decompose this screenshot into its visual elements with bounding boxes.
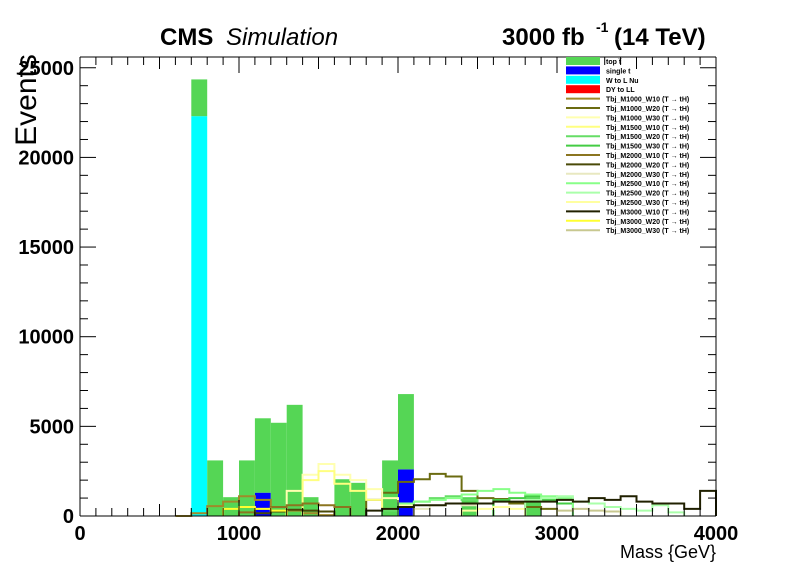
signal-tbj-m1000-w30-t-th [285, 463, 415, 516]
bar-top-t [254, 418, 271, 493]
energy-label: (14 TeV) [614, 24, 706, 51]
x-tick-label: 0 [74, 523, 85, 545]
simulation-label: Simulation [226, 24, 338, 51]
legend-label-tbj-m2500-w10-t-th: Tbj_M2500_W10 (T → tH) [606, 181, 689, 188]
legend-label-tbj-m1500-w30-t-th: Tbj_M1500_W30 (T → tH) [606, 144, 689, 151]
legend-label-tbj-m2500-w20-t-th: Tbj_M2500_W20 (T → tH) [606, 191, 689, 198]
bar-single-t [398, 469, 414, 516]
legend-swatch-single-t [566, 66, 600, 75]
bar-top-t [334, 479, 351, 516]
bar-single-t [254, 492, 271, 516]
x-tick-label: 1000 [217, 523, 262, 545]
legend-label-single-t: single t [606, 68, 631, 75]
legend-label-tbj-m1500-w20-t-th: Tbj_M1500_W20 (T → tH) [606, 134, 689, 141]
y-tick-label: 10000 [18, 327, 74, 349]
lumi-value: 3000 fb [502, 24, 585, 51]
x-tick-label: 3000 [535, 523, 580, 545]
legend-label-tbj-m1500-w10-t-th: Tbj_M1500_W10 (T → tH) [606, 125, 689, 132]
axes: 0 5000 10000 15000 20000 25000 0 1000 2000 3000 40… [18, 56, 739, 545]
bar-top-t [239, 460, 255, 516]
bar-top-t [223, 497, 239, 516]
y-tick-label: 5000 [30, 416, 75, 438]
bar-top-t [270, 422, 287, 516]
x-tick-label: 2000 [376, 523, 421, 545]
bar-top-t [350, 482, 367, 516]
signal-tbj-m1500-w30-t-th [492, 495, 574, 516]
bar-top-t [191, 79, 208, 117]
signal-tbj-m3000-w20-t-th [222, 506, 288, 516]
legend-swatch-w-to-l-nu [566, 75, 600, 84]
bar-top-t [207, 460, 224, 516]
y-tick-label: 25000 [18, 58, 74, 80]
legend-label-tbj-m2000-w20-t-th: Tbj_M2000_W20 (T → tH) [606, 162, 689, 169]
legend: top t̅ single t W to L Nu DY to LL Tbj_M1000… [566, 57, 689, 235]
legend-label-tbj-m1000-w10-t-th: Tbj_M1000_W10 (T → tH) [606, 97, 689, 104]
legend-label-tbj-m2000-w30-t-th: Tbj_M2000_W30 (T → tH) [606, 172, 689, 179]
signal-tbj-m2000-w20-t-th [253, 508, 336, 516]
legend-swatch-top-t [566, 57, 600, 65]
legend-swatch-dy-to-ll [566, 85, 600, 94]
lumi-exponent: -1 [596, 19, 609, 35]
x-axis-title: Mass {GeV} [620, 542, 716, 562]
legend-label-tbj-m2500-w30-t-th: Tbj_M2500_W30 (T → tH) [606, 200, 689, 207]
signal-tbj-m2500-w10-t-th [397, 488, 574, 516]
legend-label-tbj-m1000-w30-t-th: Tbj_M1000_W30 (T → tH) [606, 115, 689, 122]
bar-top-t [398, 394, 414, 470]
legend-label-top-t: top t̅ [606, 58, 622, 66]
signal-tbj-m3000-w10-t-th [365, 489, 717, 516]
y-tick-label: 0 [63, 506, 74, 528]
legend-label-tbj-m3000-w20-t-th: Tbj_M3000_W20 (T → tH) [606, 219, 689, 226]
y-tick-label: 15000 [18, 237, 74, 259]
experiment-label: CMS [160, 24, 213, 51]
x-tick-label: 4000 [694, 523, 739, 545]
stacked-bars [191, 79, 542, 516]
legend-label-tbj-m3000-w30-t-th: Tbj_M3000_W30 (T → tH) [606, 228, 689, 235]
legend-label-w-to-l-nu: W to L Nu [606, 78, 639, 85]
y-axis-title: Events [10, 54, 43, 146]
y-tick-label: 20000 [18, 147, 74, 169]
legend-label-dy-to-ll: DY to LL [606, 87, 635, 94]
legend-label-tbj-m2000-w10-t-th: Tbj_M2000_W10 (T → tH) [606, 153, 689, 160]
signal-tbj-m2500-w20-t-th [524, 495, 686, 516]
signal-tbj-m2500-w30-t-th [460, 506, 527, 516]
bar-top-t [382, 460, 398, 516]
legend-label-tbj-m1000-w20-t-th: Tbj_M1000_W20 (T → tH) [606, 106, 689, 113]
signal-tbj-m1500-w10-t-th [301, 470, 399, 516]
bar-w-to-l-nu [191, 116, 208, 516]
bar-top-t [286, 404, 303, 516]
legend-label-tbj-m3000-w10-t-th: Tbj_M3000_W10 (T → tH) [606, 209, 689, 216]
